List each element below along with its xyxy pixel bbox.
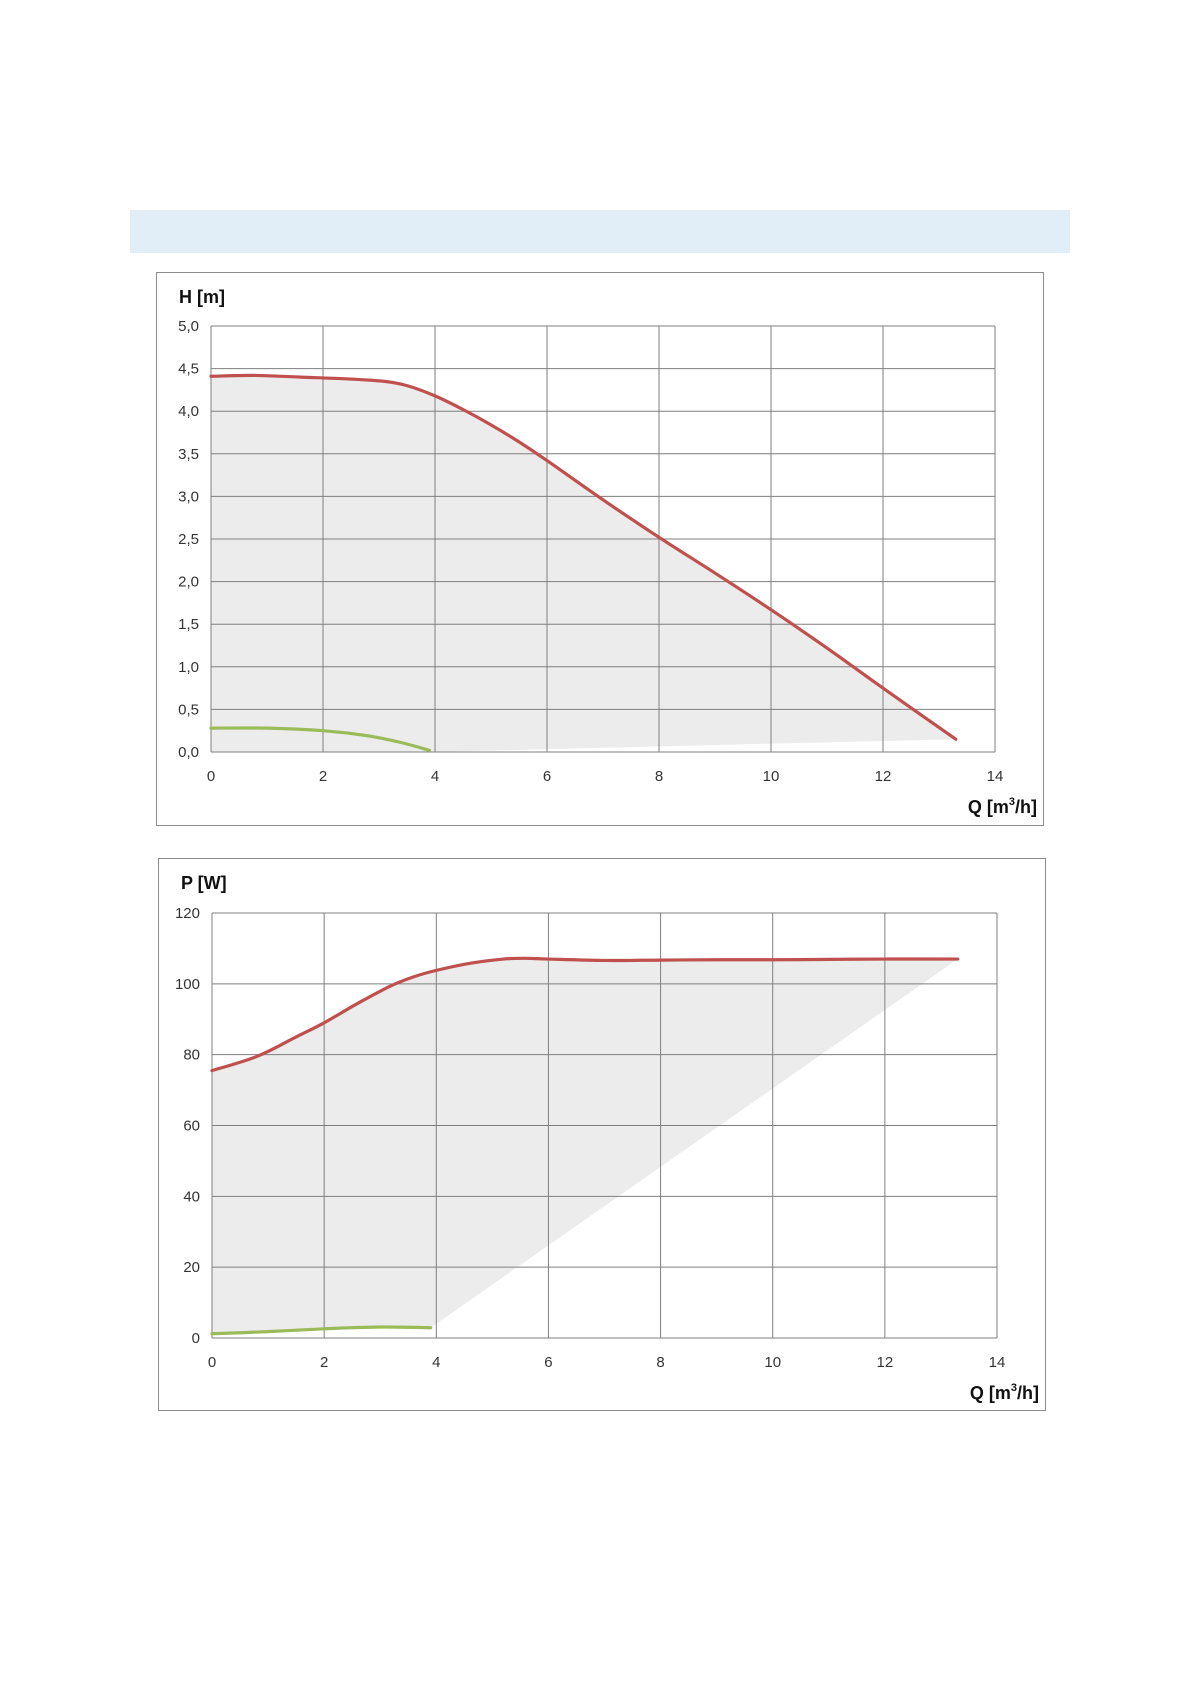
head-y-tick-label: 2,5 — [178, 531, 199, 548]
power-x-tick-label: 4 — [432, 1354, 440, 1371]
power-y-tick-label: 0 — [192, 1330, 200, 1347]
head-y-tick-label: 3,0 — [178, 488, 199, 505]
power-x-tick-label: 14 — [989, 1354, 1006, 1371]
power-x-tick-label: 10 — [764, 1354, 781, 1371]
power-y-axis-title: P [W] — [181, 873, 227, 893]
power-x-tick-label: 8 — [656, 1354, 664, 1371]
power-x-axis-title: Q [m3/h] — [970, 1382, 1039, 1403]
head-y-tick-label: 4,0 — [178, 403, 199, 420]
power-y-tick-label: 60 — [183, 1118, 200, 1135]
head-x-tick-label: 12 — [875, 768, 892, 785]
head-x-tick-label: 8 — [655, 768, 663, 785]
power-y-tick-label: 120 — [175, 905, 200, 922]
power-x-tick-label: 0 — [208, 1354, 216, 1371]
head-y-tick-label: 0,5 — [178, 701, 199, 718]
power-y-tick-label: 80 — [183, 1047, 200, 1064]
head-chart: 0,0 0,5 1,0 1,5 2,0 2,5 3,0 3,5 4,0 4,5 5,0 0 2 4 6 8 10… — [178, 287, 1037, 817]
head-x-tick-label: 4 — [431, 768, 439, 785]
head-max-curve — [209, 373, 958, 741]
power-y-tick-label: 40 — [183, 1188, 200, 1205]
head-x-tick-label: 0 — [207, 768, 215, 785]
head-x-tick-label: 14 — [987, 768, 1004, 785]
head-x-tick-label: 2 — [319, 768, 327, 785]
head-y-tick-label: 5,0 — [178, 318, 199, 335]
power-y-tick-label: 20 — [183, 1259, 200, 1276]
head-y-tick-label: 1,0 — [178, 659, 199, 676]
power-chart-frame: 0 20 40 60 80 100 120 0 2 4 6 8 10 12 14 P [W] Q [m3/h] — [158, 858, 1046, 1411]
head-chart-frame: 0,0 0,5 1,0 1,5 2,0 2,5 3,0 3,5 4,0 4,5 5,0 0 2 4 6 8 10… — [156, 272, 1044, 826]
head-y-tick-label: 4,5 — [178, 361, 199, 378]
head-y-tick-label: 1,5 — [178, 616, 199, 633]
head-operating-area — [211, 375, 956, 752]
power-min-curve — [210, 1325, 433, 1336]
power-max-curve — [210, 956, 960, 1073]
head-y-axis-title: H [m] — [179, 287, 225, 307]
head-y-tick-label: 2,0 — [178, 574, 199, 591]
power-x-tick-label: 2 — [320, 1354, 328, 1371]
head-y-tick-label: 0,0 — [178, 744, 199, 761]
head-y-tick-label: 3,5 — [178, 446, 199, 463]
power-x-tick-label: 6 — [544, 1354, 552, 1371]
head-min-curve — [209, 726, 431, 752]
head-x-axis-title: Q [m3/h] — [968, 796, 1037, 817]
power-y-tick-label: 100 — [175, 976, 200, 993]
power-x-tick-label: 12 — [877, 1354, 894, 1371]
head-x-tick-label: 10 — [763, 768, 780, 785]
head-x-tick-label: 6 — [543, 768, 551, 785]
header-band — [130, 210, 1070, 253]
power-operating-area — [212, 958, 958, 1334]
power-chart: 0 20 40 60 80 100 120 0 2 4 6 8 10 12 14 P [W] Q [m3/h] — [175, 873, 1039, 1403]
